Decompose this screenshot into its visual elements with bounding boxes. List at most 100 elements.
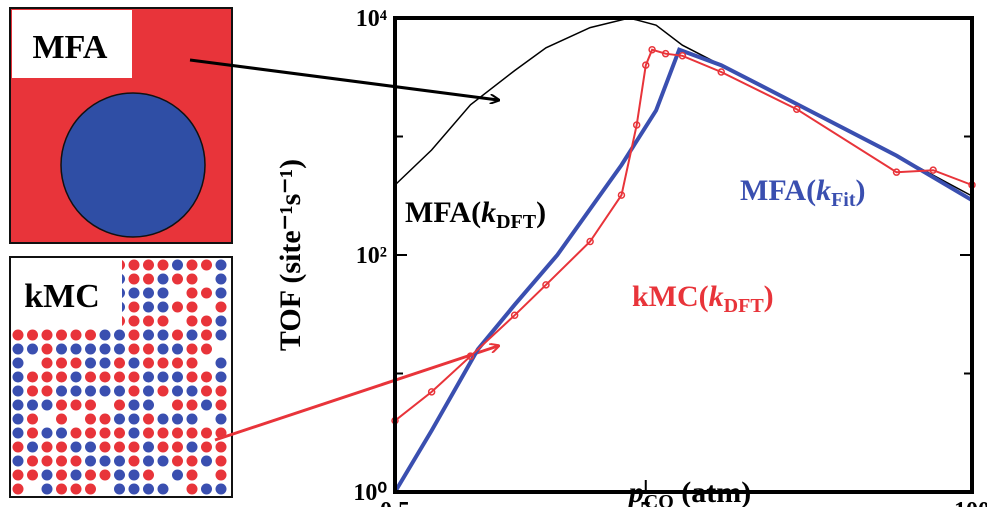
lattice-site <box>85 484 96 495</box>
lattice-site <box>187 400 198 411</box>
lattice-site <box>143 358 154 369</box>
kmc-label: kMC <box>24 278 100 315</box>
lattice-site <box>13 484 24 495</box>
x-axis-label-part: (atm) <box>674 476 751 507</box>
lattice-site <box>56 428 67 439</box>
lattice-site <box>13 428 24 439</box>
lattice-site <box>201 386 212 397</box>
lattice-site <box>129 330 140 341</box>
lattice-site <box>56 484 67 495</box>
lattice-site <box>27 442 38 453</box>
lattice-site <box>71 386 82 397</box>
kmc-panel: kMC <box>10 257 232 497</box>
lattice-site <box>216 302 227 313</box>
lattice-site <box>129 344 140 355</box>
lattice-site <box>143 442 154 453</box>
lattice-site <box>13 358 24 369</box>
lattice-site <box>216 484 227 495</box>
lattice-site <box>27 456 38 467</box>
lattice-site <box>42 470 53 481</box>
lattice-site <box>158 484 169 495</box>
x-axis-label-part: CO <box>644 491 674 507</box>
series-label-part: k <box>481 196 496 229</box>
lattice-site <box>143 400 154 411</box>
y-axis-label: TOF (site⁻¹s⁻¹) <box>274 159 307 351</box>
lattice-site <box>27 400 38 411</box>
lattice-site <box>129 316 140 327</box>
series-label-part: DFT <box>496 211 537 233</box>
lattice-site <box>100 330 111 341</box>
lattice-site <box>172 302 183 313</box>
lattice-site <box>56 400 67 411</box>
lattice-site <box>216 316 227 327</box>
lattice-site <box>216 442 227 453</box>
lattice-site <box>71 470 82 481</box>
series-label-part: kMC( <box>632 280 709 313</box>
lattice-site <box>158 316 169 327</box>
lattice-site <box>216 386 227 397</box>
lattice-site <box>100 386 111 397</box>
lattice-site <box>56 470 67 481</box>
lattice-site <box>129 288 140 299</box>
series-label-part: k <box>816 174 831 207</box>
lattice-site <box>143 302 154 313</box>
lattice-site <box>187 428 198 439</box>
lattice-site <box>143 316 154 327</box>
lattice-site <box>201 316 212 327</box>
lattice-site <box>71 484 82 495</box>
lattice-site <box>129 470 140 481</box>
lattice-site <box>201 344 212 355</box>
lattice-site <box>129 372 140 383</box>
lattice-site <box>143 260 154 271</box>
mfa-label: MFA <box>33 29 108 66</box>
lattice-site <box>172 344 183 355</box>
lattice-site <box>143 344 154 355</box>
lattice-site <box>143 288 154 299</box>
lattice-site <box>71 428 82 439</box>
lattice-site <box>56 456 67 467</box>
lattice-site <box>114 442 125 453</box>
lattice-site <box>27 330 38 341</box>
lattice-site <box>42 372 53 383</box>
lattice-site <box>129 456 140 467</box>
lattice-site <box>114 400 125 411</box>
lattice-site <box>13 372 24 383</box>
lattice-site <box>158 456 169 467</box>
lattice-site <box>143 330 154 341</box>
lattice-site <box>216 400 227 411</box>
lattice-site <box>187 260 198 271</box>
lattice-site <box>172 358 183 369</box>
lattice-site <box>100 442 111 453</box>
lattice-site <box>201 400 212 411</box>
lattice-site <box>172 386 183 397</box>
lattice-site <box>85 330 96 341</box>
lattice-site <box>172 274 183 285</box>
lattice-site <box>13 456 24 467</box>
lattice-site <box>201 428 212 439</box>
lattice-site <box>216 330 227 341</box>
lattice-site <box>216 414 227 425</box>
lattice-site <box>143 386 154 397</box>
lattice-site <box>100 414 111 425</box>
lattice-site <box>201 288 212 299</box>
lattice-site <box>85 470 96 481</box>
lattice-site <box>56 358 67 369</box>
lattice-site <box>100 428 111 439</box>
series-label: MFA(kDFT) <box>405 196 546 233</box>
lattice-site <box>114 386 125 397</box>
lattice-site <box>114 358 125 369</box>
lattice-site <box>172 414 183 425</box>
lattice-site <box>201 442 212 453</box>
lattice-site <box>158 330 169 341</box>
lattice-site <box>187 288 198 299</box>
page: {"panels": {"mfa_label": "MFA", "kmc_lab… <box>0 0 987 507</box>
lattice-site <box>216 260 227 271</box>
lattice-site <box>114 372 125 383</box>
lattice-site <box>129 302 140 313</box>
lattice-site <box>201 456 212 467</box>
y-tick-label: 10⁴ <box>356 6 387 32</box>
lattice-site <box>187 456 198 467</box>
lattice-site <box>158 414 169 425</box>
lattice-site <box>71 456 82 467</box>
lattice-site <box>13 470 24 481</box>
